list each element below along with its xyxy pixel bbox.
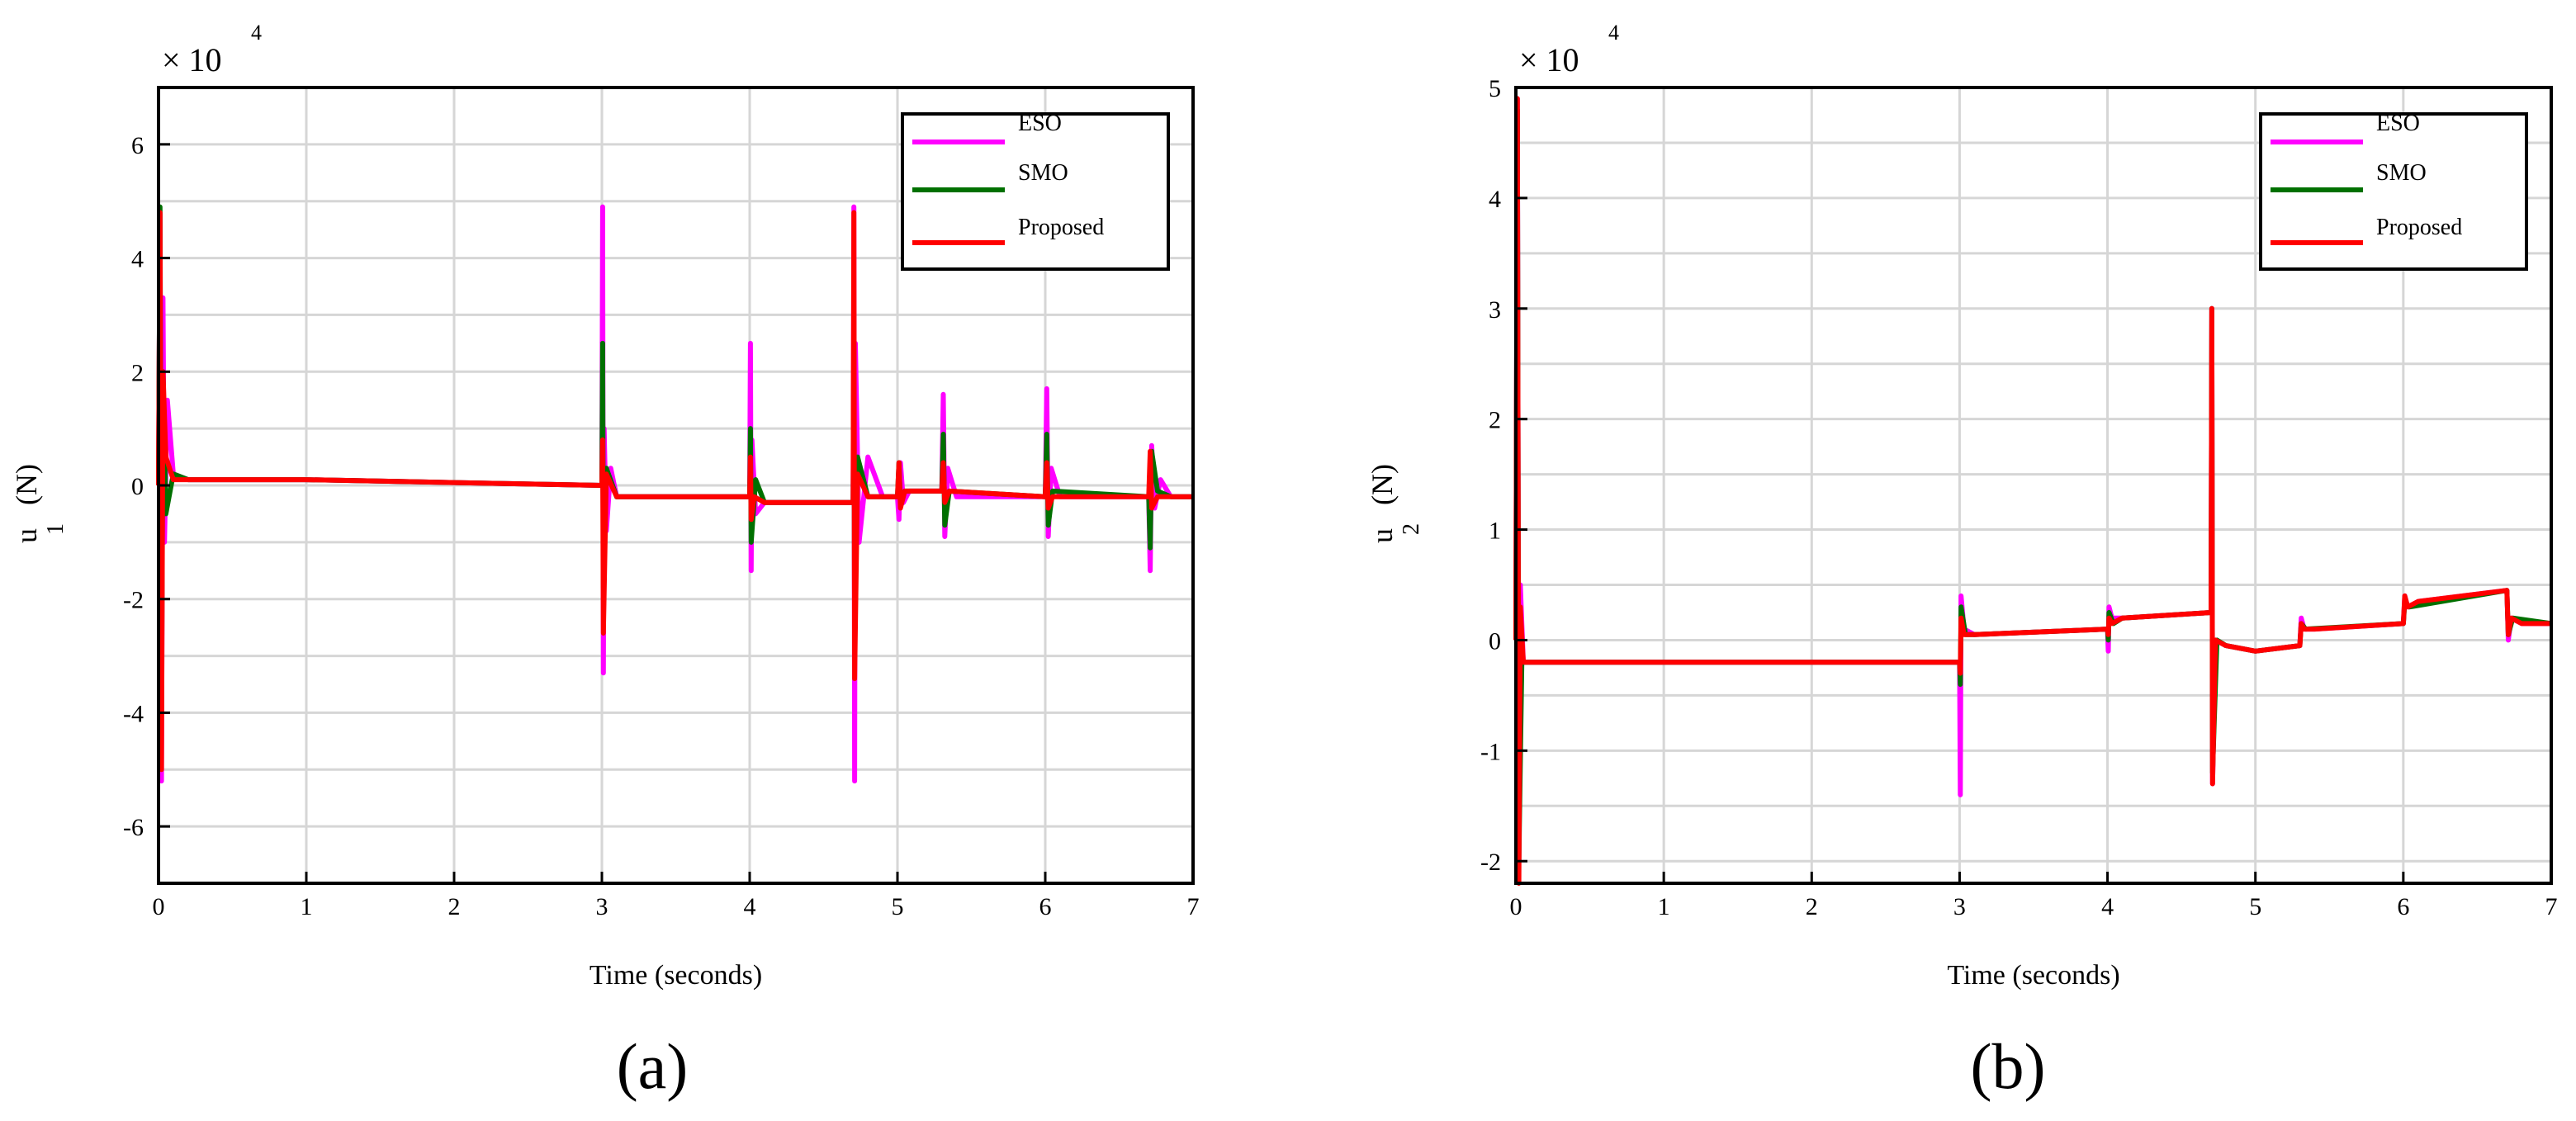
series-line-proposed	[156, 210, 1193, 773]
y-axis-label-unit: (N)	[1366, 464, 1399, 505]
legend-label-eso: ESO	[1018, 111, 1062, 136]
exponent-label: × 10	[1519, 41, 1579, 78]
axes-frame	[1514, 86, 2553, 885]
series-line-proposed	[1513, 96, 2551, 886]
y-tick-label: 5	[1489, 75, 1501, 102]
series-group	[156, 204, 1193, 784]
y-tick-label: 0	[131, 473, 144, 500]
x-tick-label: 5	[892, 893, 904, 920]
x-tick-label: 7	[2545, 893, 2558, 920]
y-tick-label: 3	[1489, 296, 1501, 324]
x-tick-label: 6	[1039, 893, 1052, 920]
x-tick-label: 3	[596, 893, 608, 920]
y-tick-label: 0	[1489, 627, 1501, 655]
x-tick-label: 2	[1806, 893, 1818, 920]
series-group	[1513, 96, 2552, 886]
x-tick-label: 6	[2397, 893, 2409, 920]
y-tick-label: 2	[131, 359, 144, 386]
x-tick-label: 4	[2101, 893, 2114, 920]
legend: ESO SMO Proposed	[901, 111, 1170, 271]
y-tick-label: 1	[1489, 518, 1501, 545]
y-tick-label: 6	[131, 132, 144, 159]
y-axis-label-main: u	[1366, 528, 1399, 543]
x-tick-label: 3	[1953, 893, 1966, 920]
y-tick-label: -2	[1480, 849, 1501, 876]
x-tick-label: 1	[301, 893, 313, 920]
x-tick-label: 0	[1510, 893, 1522, 920]
y-axis-label: u 2 (N)	[1366, 464, 1424, 543]
y-tick-label: -1	[1480, 738, 1501, 765]
y-axis-label: u 1 (N)	[10, 464, 69, 543]
y-tick-label: -4	[123, 700, 144, 727]
exponent-label: × 10	[162, 41, 222, 78]
y-tick-label: -2	[123, 587, 144, 614]
x-tick-label: 5	[2249, 893, 2261, 920]
legend-label-smo: SMO	[1018, 160, 1068, 186]
legend-label-smo: SMO	[2376, 160, 2427, 186]
y-tick-label: 2	[1489, 407, 1501, 434]
legend-label-eso: ESO	[2376, 111, 2420, 136]
y-axis-label-sub: 1	[43, 523, 69, 535]
legend-label-proposed: Proposed	[2376, 215, 2462, 240]
y-axis-label-sub: 2	[1399, 523, 1424, 535]
y-tick-label: 4	[131, 246, 144, 273]
x-axis-label: Time (seconds)	[1947, 960, 2119, 991]
x-tick-label: 0	[153, 893, 165, 920]
exponent-power: 4	[251, 21, 262, 45]
x-tick-label: 2	[448, 893, 461, 920]
x-tick-label: 7	[1187, 893, 1200, 920]
legend: ESO SMO Proposed	[2259, 111, 2528, 271]
panel-label-b: (b)	[1971, 1030, 2046, 1102]
y-axis-label-main: u	[10, 528, 43, 543]
exponent-power: 4	[1608, 21, 1619, 45]
y-tick-label: 4	[1489, 186, 1501, 213]
panel-label-a: (a)	[617, 1030, 689, 1102]
y-tick-label: -6	[123, 814, 144, 841]
x-tick-label: 1	[1658, 893, 1670, 920]
legend-label-proposed: Proposed	[1018, 215, 1104, 240]
y-axis-label-unit: (N)	[10, 464, 43, 505]
x-tick-label: 4	[744, 893, 756, 920]
x-axis-label: Time (seconds)	[590, 960, 762, 991]
